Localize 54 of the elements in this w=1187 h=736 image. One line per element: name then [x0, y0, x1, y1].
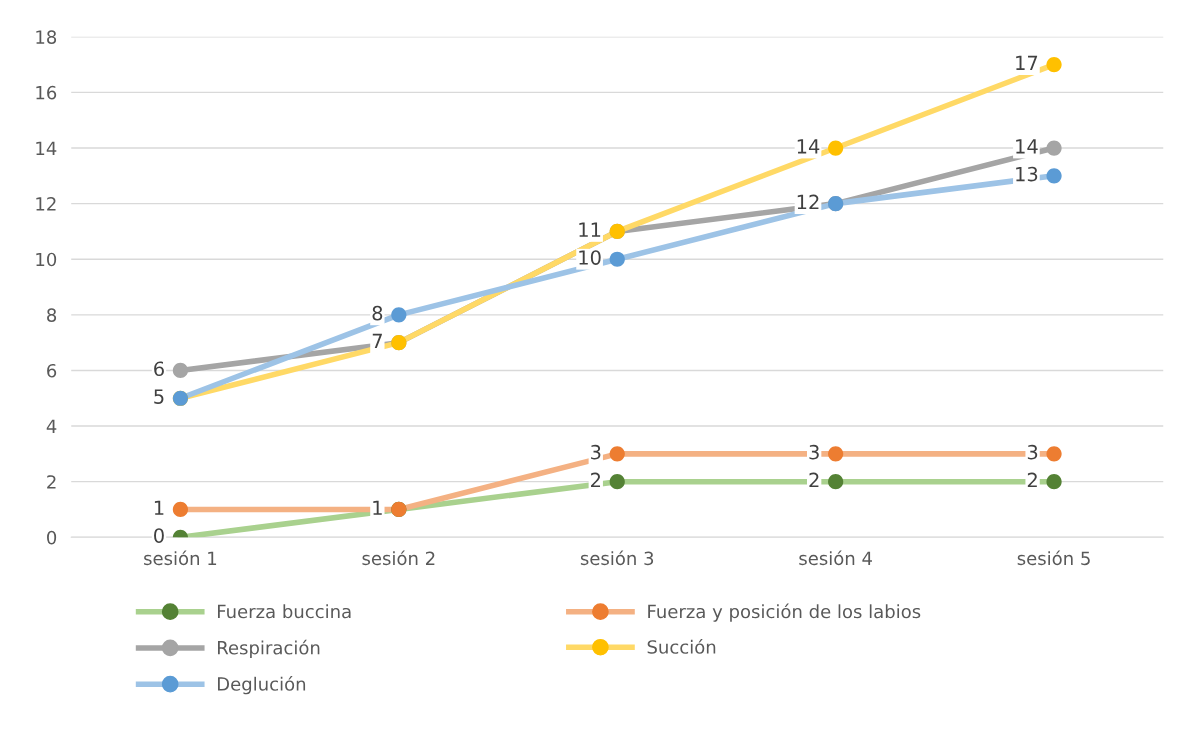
point	[172, 362, 189, 379]
data-label: 12	[797, 194, 819, 209]
legend-label: Fuerza y posición de los labios	[648, 603, 921, 622]
data-label: 17	[1016, 55, 1038, 70]
data-label: 3	[591, 444, 601, 460]
point	[828, 140, 844, 156]
point	[1046, 140, 1062, 156]
data-label: 14	[1016, 139, 1038, 154]
legend-label: Fuerza buccina	[218, 604, 351, 619]
point	[828, 446, 844, 462]
data-label: 0	[154, 528, 164, 543]
x-tick-label: sesión 4	[799, 550, 872, 566]
point	[609, 251, 625, 267]
point	[1046, 474, 1062, 490]
data-label: 8	[372, 305, 383, 321]
data-label: 13	[1016, 166, 1038, 182]
data-label: 1	[373, 500, 382, 515]
point	[828, 474, 844, 490]
y-tick-label: 18	[36, 30, 57, 44]
x-tick-label: sesión 5	[1017, 550, 1090, 566]
data-label: 7	[372, 333, 382, 349]
y-tick-label: 16	[36, 85, 57, 100]
legend-label: Succión	[647, 639, 716, 654]
y-tick-label: 8	[47, 308, 57, 322]
point	[172, 501, 189, 518]
data-label: 1	[154, 500, 164, 515]
legend-label: Deglución	[218, 676, 306, 695]
data-label: 2	[591, 472, 601, 488]
y-tick-label: 10	[36, 252, 57, 267]
x-tick-label: sesión 1	[144, 550, 217, 566]
data-label: 11	[579, 222, 601, 237]
x-tick-label: sesión 3	[580, 550, 654, 566]
y-tick-label: 6	[47, 363, 57, 378]
y-tick-label: 14	[36, 141, 57, 155]
data-label: 14	[797, 139, 820, 154]
data-label: 5	[154, 389, 164, 404]
data-label: 10	[579, 250, 601, 265]
point	[1046, 446, 1062, 462]
legend-label: Respiración	[218, 639, 320, 659]
data-label: 3	[809, 444, 819, 460]
data-label: 2	[809, 472, 819, 488]
data-label: 6	[154, 361, 164, 377]
data-label: 3	[1027, 444, 1038, 460]
point	[1046, 57, 1062, 73]
point	[609, 446, 625, 462]
point	[609, 474, 625, 490]
y-tick-label: 12	[36, 197, 56, 211]
data-label: 2	[1027, 472, 1037, 488]
y-tick-label: 2	[47, 475, 56, 489]
point	[391, 307, 407, 323]
x-tick-label: sesión 2	[362, 550, 435, 566]
y-tick-label: 0	[47, 530, 57, 545]
y-tick-label: 4	[46, 419, 57, 433]
point	[1046, 168, 1062, 184]
